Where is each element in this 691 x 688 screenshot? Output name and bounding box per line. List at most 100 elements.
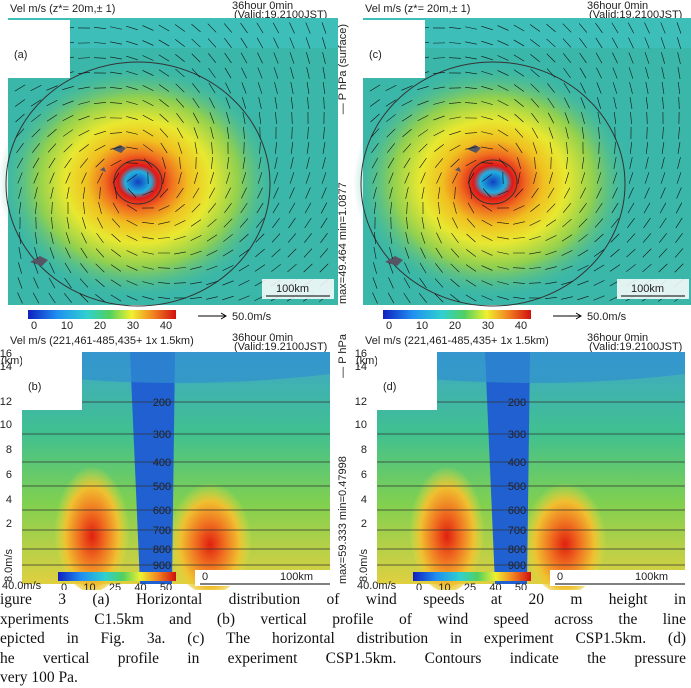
colorbar bbox=[58, 572, 176, 581]
vector-ref-label: 40.0m/s bbox=[2, 580, 42, 590]
pressure-level-label: 800 bbox=[153, 544, 171, 556]
colorbar-tick-label: 40 bbox=[160, 320, 172, 332]
pressure-level-label: 500 bbox=[153, 481, 171, 493]
pressure-level-label: 600 bbox=[508, 505, 526, 517]
pressure-level-label: 200 bbox=[508, 397, 526, 409]
colorbar-tick-label: 10 bbox=[83, 582, 95, 590]
panel-valid: (Valid:19.2100JST) bbox=[234, 341, 327, 353]
scale-bg bbox=[195, 570, 333, 586]
y-tick-label: 10 bbox=[355, 419, 367, 431]
panel-time: 36hour 0min bbox=[232, 0, 293, 12]
y-tick-label: 14 bbox=[0, 361, 12, 373]
colorbar-tick-label: 20 bbox=[94, 320, 106, 332]
label-box bbox=[8, 20, 70, 78]
panel-time: 36hour 0min bbox=[587, 0, 648, 12]
pressure-level-label: 600 bbox=[153, 505, 171, 517]
pressure-level-label: 900 bbox=[508, 560, 526, 572]
colorbar bbox=[413, 572, 531, 581]
y-tick-label: 16 bbox=[355, 348, 367, 360]
colorbar-tick-label: 10 bbox=[416, 320, 428, 332]
caption-line: he vertical profile in experiment CSP1.5… bbox=[0, 649, 686, 667]
vector-arrow bbox=[198, 312, 227, 320]
vector-ref-label: 50.0m/s bbox=[587, 311, 627, 323]
y-tick-label: 4 bbox=[361, 494, 367, 506]
upper-outflow bbox=[22, 352, 330, 383]
colorbar-tick-label: 40 bbox=[134, 582, 146, 590]
scale-bg bbox=[550, 570, 688, 586]
storm-field bbox=[0, 64, 278, 300]
colorbar-tick-label: 10 bbox=[61, 320, 73, 332]
panel-label: (c) bbox=[369, 49, 382, 61]
pressure-level-label: 300 bbox=[153, 429, 171, 441]
y-axis-unit: (km) bbox=[356, 355, 378, 367]
pressure-level-label: 800 bbox=[508, 544, 526, 556]
pressure-level-label: 300 bbox=[508, 429, 526, 441]
y-tick-label: 12 bbox=[0, 396, 12, 408]
colorbar-tick-label: 30 bbox=[127, 320, 139, 332]
colorbar-tick-label: 10 bbox=[438, 582, 450, 590]
upper-outflow bbox=[377, 352, 685, 383]
colorbar-tick-label: 40 bbox=[489, 582, 501, 590]
wind-maximum bbox=[409, 452, 485, 590]
figure: Vel m/s (z*= 20m,± 1) 36hour 0min(Valid:1… bbox=[0, 0, 691, 590]
colorbar-tick-label: 40 bbox=[515, 320, 527, 332]
y-tick-label: 6 bbox=[6, 469, 12, 481]
pressure-label: — P hPa bbox=[337, 333, 349, 378]
vector-arrow bbox=[553, 312, 582, 320]
caption-line: very 100 Pa. bbox=[0, 669, 78, 687]
pressure-level-label: 200 bbox=[153, 397, 171, 409]
pressure-level-label: 400 bbox=[508, 457, 526, 469]
panel-label: (d) bbox=[383, 381, 396, 393]
panel-label: (a) bbox=[14, 49, 27, 61]
vector-ref-vertical-label: 8.0m/s bbox=[358, 548, 370, 582]
y-tick-label: 8 bbox=[6, 444, 12, 456]
vector-ref-label: 50.0m/s bbox=[232, 311, 272, 323]
panel-title: Vel m/s (z*= 20m,± 1) bbox=[10, 3, 115, 15]
pressure-level-label: 500 bbox=[508, 481, 526, 493]
panel-time: 36hour 0min bbox=[587, 332, 648, 344]
pressure-contour bbox=[5, 61, 271, 307]
panel-title: Vel m/s (221,461-485,435+ 1x 1.5km) bbox=[365, 335, 549, 347]
y-tick-label: 16 bbox=[0, 348, 12, 360]
pressure-level-label: 700 bbox=[153, 525, 171, 537]
colorbar-tick-label: 30 bbox=[482, 320, 494, 332]
caption-line: epicted in Fig. 3a. (c) The horizontal d… bbox=[0, 630, 686, 648]
y-tick-label: 6 bbox=[361, 469, 367, 481]
panel-label: (b) bbox=[28, 381, 41, 393]
pressure-label: — P hPa (surface) bbox=[337, 24, 349, 114]
y-tick-label: 10 bbox=[0, 419, 12, 431]
scale-label: 100km bbox=[280, 571, 313, 583]
colorbar-tick-label: 25 bbox=[109, 582, 121, 590]
figure-caption: igure 3 (a) Horizontal distribution of w… bbox=[0, 590, 686, 688]
y-tick-label: 4 bbox=[6, 494, 12, 506]
y-tick-label: 2 bbox=[6, 518, 12, 530]
colorbar-tick-label: 50 bbox=[160, 582, 172, 590]
y-tick-label: 8 bbox=[361, 444, 367, 456]
caption-line: igure 3 (a) Horizontal distribution of w… bbox=[0, 591, 686, 608]
panel-time: 36hour 0min bbox=[232, 332, 293, 344]
pressure-contour bbox=[360, 61, 626, 307]
colorbar-tick-label: 50 bbox=[515, 582, 527, 590]
label-box bbox=[22, 352, 82, 410]
x-origin-label: 0 bbox=[202, 571, 208, 583]
colorbar-tick-label: 0 bbox=[416, 582, 422, 590]
label-box bbox=[377, 352, 437, 410]
y-axis-unit: (km) bbox=[1, 355, 23, 367]
max-min-stats: max=59.333 min=0.47998 bbox=[337, 456, 349, 584]
colorbar-tick-label: 0 bbox=[31, 320, 37, 332]
panel-valid: (Valid:19.2100JST) bbox=[589, 341, 682, 353]
pressure-level-label: 900 bbox=[153, 560, 171, 572]
storm-field bbox=[353, 64, 633, 300]
panel-title: Vel m/s (z*= 20m,± 1) bbox=[365, 3, 470, 15]
wind-maximum bbox=[54, 452, 130, 590]
panel-title: Vel m/s (221,461-485,435+ 1x 1.5km) bbox=[10, 335, 194, 347]
x-origin-label: 0 bbox=[557, 571, 563, 583]
vector-ref-vertical-label: 8.0m/s bbox=[3, 548, 15, 582]
pressure-level-label: 700 bbox=[508, 525, 526, 537]
max-min-stats: max=49.464 min=1.0877 bbox=[337, 182, 349, 304]
y-tick-label: 14 bbox=[355, 361, 367, 373]
colorbar-tick-label: 25 bbox=[464, 582, 476, 590]
colorbar-tick-label: 0 bbox=[61, 582, 67, 590]
eye-column bbox=[485, 352, 530, 584]
